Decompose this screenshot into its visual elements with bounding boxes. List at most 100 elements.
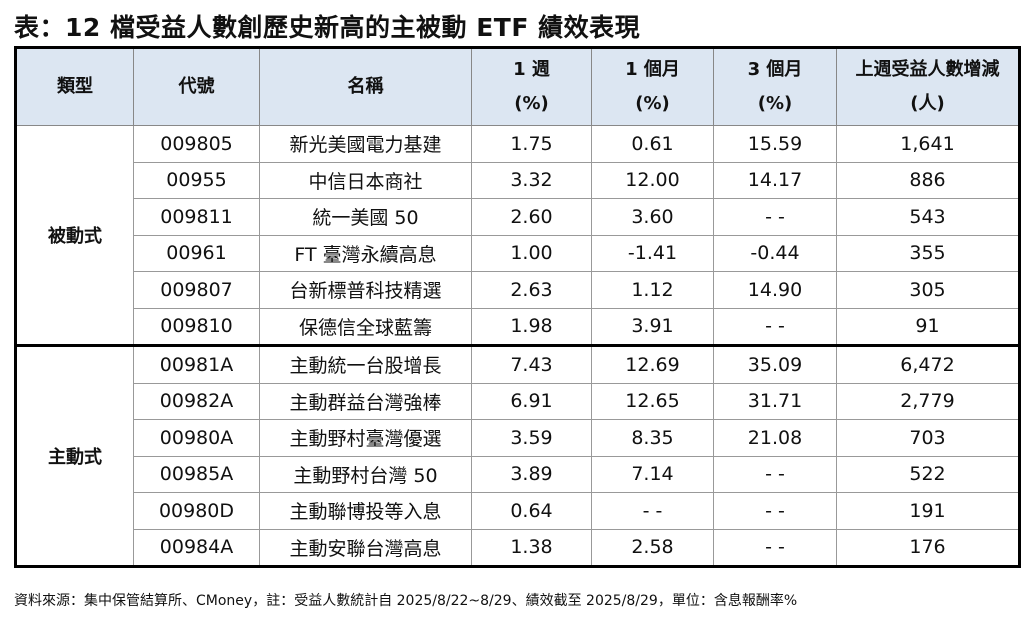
- header-cell: 上週受益人數增減 (人): [836, 47, 1020, 126]
- cell: 7.43: [471, 344, 592, 384]
- cell: 522: [836, 455, 1020, 493]
- cell: - -: [713, 307, 837, 346]
- cell: 31.71: [713, 382, 837, 420]
- cell: 主動安聯台灣高息: [259, 528, 472, 567]
- header-line: (人): [910, 93, 945, 114]
- cell: 543: [836, 198, 1020, 236]
- cell: 7.14: [591, 455, 714, 493]
- cell: -0.44: [713, 234, 837, 272]
- cell: 176: [836, 528, 1020, 567]
- cell: 8.35: [591, 419, 714, 457]
- cell: 3.89: [471, 455, 592, 493]
- header-line: 類型: [57, 76, 93, 97]
- data-row: 009810 保德信全球藍籌 1.98 3.91- -91: [16, 307, 1020, 346]
- cell: 6.91: [471, 382, 592, 420]
- cell: 2.60: [471, 198, 592, 236]
- etf-table: 類型 代號 名稱 1 週 (%) 1 個月 (%) 3 個月 (%) 上週受益人數增減 (人) 被動…: [14, 46, 1021, 568]
- data-row: 主動式 00981A 主動統一台股增長 7.43 12.69 35.09 6,472: [15, 344, 1020, 567]
- cell: 009807: [133, 271, 260, 309]
- cell: 00955: [133, 161, 260, 199]
- cell: 主動統一台股增長: [259, 344, 472, 384]
- cell: 1.75: [471, 125, 592, 163]
- cell: 2.63: [471, 271, 592, 309]
- cell: 009811: [133, 198, 260, 236]
- cell: 12.65: [591, 382, 714, 420]
- header-line: 1 週: [513, 59, 550, 80]
- data-row: 00982A 主動群益台灣強棒 6.91 12.65 31.71 2,779: [16, 382, 1020, 420]
- cell: 主動群益台灣強棒: [259, 382, 472, 420]
- cell: 191: [836, 492, 1020, 530]
- cell: 3.60: [591, 198, 714, 236]
- cell: 1.00: [471, 234, 592, 272]
- cell: 305: [836, 271, 1020, 309]
- header-line: 代號: [178, 76, 215, 97]
- cell: - -: [591, 492, 714, 530]
- data-row: 00985A 主動野村台灣 50 3.89 7.14- -522: [16, 455, 1020, 493]
- cell: 15.59: [713, 125, 837, 163]
- header-cell: 3 個月 (%): [713, 47, 837, 126]
- group-label: 被動式: [15, 125, 134, 346]
- data-row: 00984A 主動安聯台灣高息 1.38 2.58- -176: [16, 528, 1020, 567]
- cell: 12.00: [591, 161, 714, 199]
- cell: 主動野村臺灣優選: [259, 419, 472, 457]
- header-line: (%): [514, 93, 549, 114]
- cell: 00981A: [133, 344, 260, 384]
- cell: 主動聯博投等入息: [259, 492, 472, 530]
- cell: 2.58: [591, 528, 714, 567]
- cell: 1,641: [836, 125, 1020, 163]
- data-row: 00980A 主動野村臺灣優選 3.59 8.35 21.08 703: [16, 419, 1020, 457]
- cell: 6,472: [836, 344, 1020, 384]
- header-cell: 名稱: [259, 47, 472, 126]
- cell: 主動野村台灣 50: [259, 455, 472, 493]
- data-row: 被動式 009805 新光美國電力基建 1.75 0.61 15.59 1,641: [15, 125, 1020, 346]
- cell: 保德信全球藍籌: [259, 307, 472, 346]
- header-cell: 類型: [15, 47, 134, 126]
- cell: 1.12: [591, 271, 714, 309]
- data-row: 00980D 主動聯博投等入息 0.64- -- -191: [16, 492, 1020, 530]
- cell: 009805: [133, 125, 260, 163]
- header-line: (%): [635, 93, 670, 114]
- cell: 1.38: [471, 528, 592, 567]
- data-row: 00955 中信日本商社 3.32 12.00 14.17 886: [16, 161, 1020, 199]
- cell: 1.98: [471, 307, 592, 346]
- cell: 0.61: [591, 125, 714, 163]
- data-row: 009811 統一美國 50 2.60 3.60- -543: [16, 198, 1020, 236]
- cell: FT 臺灣永續高息: [259, 234, 472, 272]
- cell: 00961: [133, 234, 260, 272]
- header-line: (%): [757, 93, 793, 114]
- cell: 統一美國 50: [259, 198, 472, 236]
- header-cell: 1 週 (%): [471, 47, 592, 126]
- cell: 35.09: [713, 344, 837, 384]
- cell: 3.32: [471, 161, 592, 199]
- cell: 703: [836, 419, 1020, 457]
- cell: 21.08: [713, 419, 837, 457]
- data-row: 009807 台新標普科技精選 2.63 1.12 14.90 305: [16, 271, 1020, 309]
- data-row: 00961 FT 臺灣永續高息 1.00 -1.41 -0.44 355: [16, 234, 1020, 272]
- cell: 14.17: [713, 161, 837, 199]
- cell: 中信日本商社: [259, 161, 472, 199]
- cell: - -: [713, 455, 837, 493]
- header-cell: 1 個月 (%): [591, 47, 714, 126]
- cell: 新光美國電力基建: [259, 125, 472, 163]
- header-line: 1 個月: [625, 59, 680, 80]
- header-line: 3 個月: [747, 59, 803, 80]
- cell: 00980A: [133, 419, 260, 457]
- group-label: 主動式: [15, 344, 134, 567]
- title: 表：12 檔受益人數創歷史新高的主被動 ETF 績效表現: [14, 13, 641, 42]
- cell: - -: [713, 528, 837, 567]
- cell: 14.90: [713, 271, 837, 309]
- header-cell: 代號: [133, 47, 260, 126]
- header-line: 名稱: [347, 76, 384, 97]
- cell: - -: [713, 198, 837, 236]
- cell: 00984A: [133, 528, 260, 567]
- cell: 00985A: [133, 455, 260, 493]
- cell: 355: [836, 234, 1020, 272]
- header-line: 上週受益人數增減: [855, 59, 1000, 80]
- cell: 91: [836, 307, 1020, 346]
- cell: 00982A: [133, 382, 260, 420]
- cell: - -: [713, 492, 837, 530]
- cell: -1.41: [591, 234, 714, 272]
- cell: 886: [836, 161, 1020, 199]
- cell: 2,779: [836, 382, 1020, 420]
